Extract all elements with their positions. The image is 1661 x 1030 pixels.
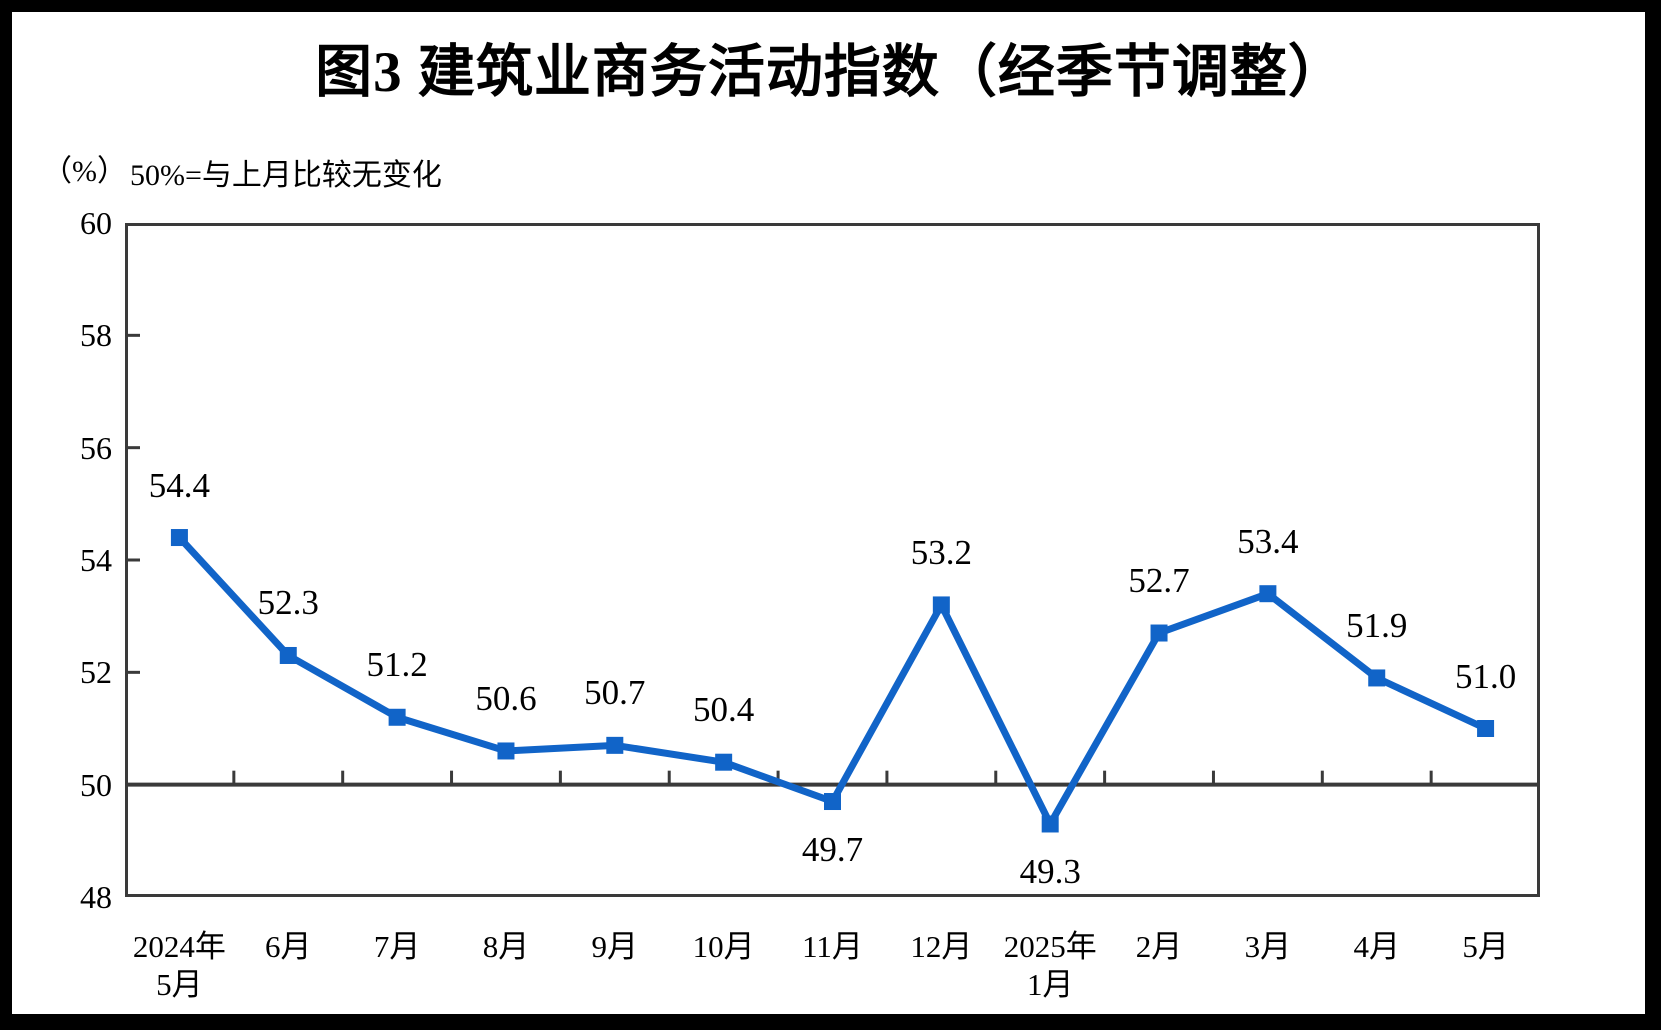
- chart-title: 图3 建筑业商务活动指数（经季节调整）: [315, 41, 1346, 104]
- data-label: 52.3: [257, 583, 319, 623]
- data-point-marker: [170, 529, 188, 547]
- y-axis-tick-label: 50: [80, 766, 112, 803]
- x-axis-label-line2: 5月: [156, 967, 203, 1002]
- x-axis-label: 11月: [802, 929, 863, 964]
- data-point-marker: [1259, 585, 1277, 603]
- data-label: 51.2: [366, 645, 428, 685]
- data-label: 53.2: [910, 532, 972, 572]
- x-axis-label: 7月: [373, 929, 421, 964]
- data-point-marker: [279, 646, 297, 664]
- data-point-marker: [1368, 669, 1386, 687]
- x-axis-label: 6月: [265, 929, 312, 964]
- y-axis-tick-label: 56: [80, 429, 112, 466]
- data-label: 49.3: [1019, 851, 1081, 891]
- data-point-marker: [932, 596, 950, 614]
- data-point-marker: [606, 736, 624, 754]
- data-point-marker: [1477, 720, 1495, 737]
- data-label: 51.9: [1346, 605, 1408, 645]
- data-point-marker: [497, 742, 515, 760]
- x-axis-label: 10月: [692, 929, 755, 964]
- data-label: 49.7: [801, 829, 864, 869]
- y-axis-unit-label: （%）: [42, 155, 127, 188]
- data-point-marker: [1041, 815, 1059, 833]
- plot-area: [125, 223, 1540, 897]
- data-label: 53.4: [1237, 521, 1299, 561]
- data-point-marker: [824, 793, 841, 811]
- data-label: 50.4: [693, 690, 755, 730]
- data-point-marker: [715, 753, 733, 771]
- data-point-marker: [388, 708, 406, 726]
- data-label: 52.7: [1128, 561, 1190, 601]
- y-axis-tick-label: 60: [80, 205, 112, 241]
- x-axis-label: 9月: [591, 929, 639, 964]
- x-axis-label: 2024年: [132, 929, 226, 964]
- x-axis-label: 12月: [910, 929, 973, 964]
- y-axis-tick-label: 52: [80, 654, 112, 691]
- x-axis-label: 8月: [482, 929, 530, 964]
- y-axis-tick-label: 48: [80, 879, 112, 915]
- data-label: 50.7: [584, 673, 646, 713]
- x-axis-label: 5月: [1462, 929, 1509, 964]
- x-axis-label-line2: 1月: [1026, 967, 1074, 1002]
- data-point-marker: [1150, 624, 1168, 642]
- x-axis-label: 2月: [1135, 929, 1183, 964]
- line-chart: [125, 223, 1540, 897]
- data-label: 50.6: [475, 678, 537, 718]
- x-axis-label: 3月: [1244, 929, 1292, 964]
- data-label: 54.4: [148, 465, 211, 505]
- data-label: 51.0: [1454, 656, 1517, 696]
- reference-line-note: 50%=与上月比较无变化: [130, 159, 442, 192]
- y-axis-tick-label: 54: [80, 542, 112, 578]
- y-axis-tick-label: 58: [80, 317, 112, 354]
- x-axis-label: 2025年: [1003, 929, 1097, 964]
- x-axis-label: 4月: [1353, 929, 1400, 964]
